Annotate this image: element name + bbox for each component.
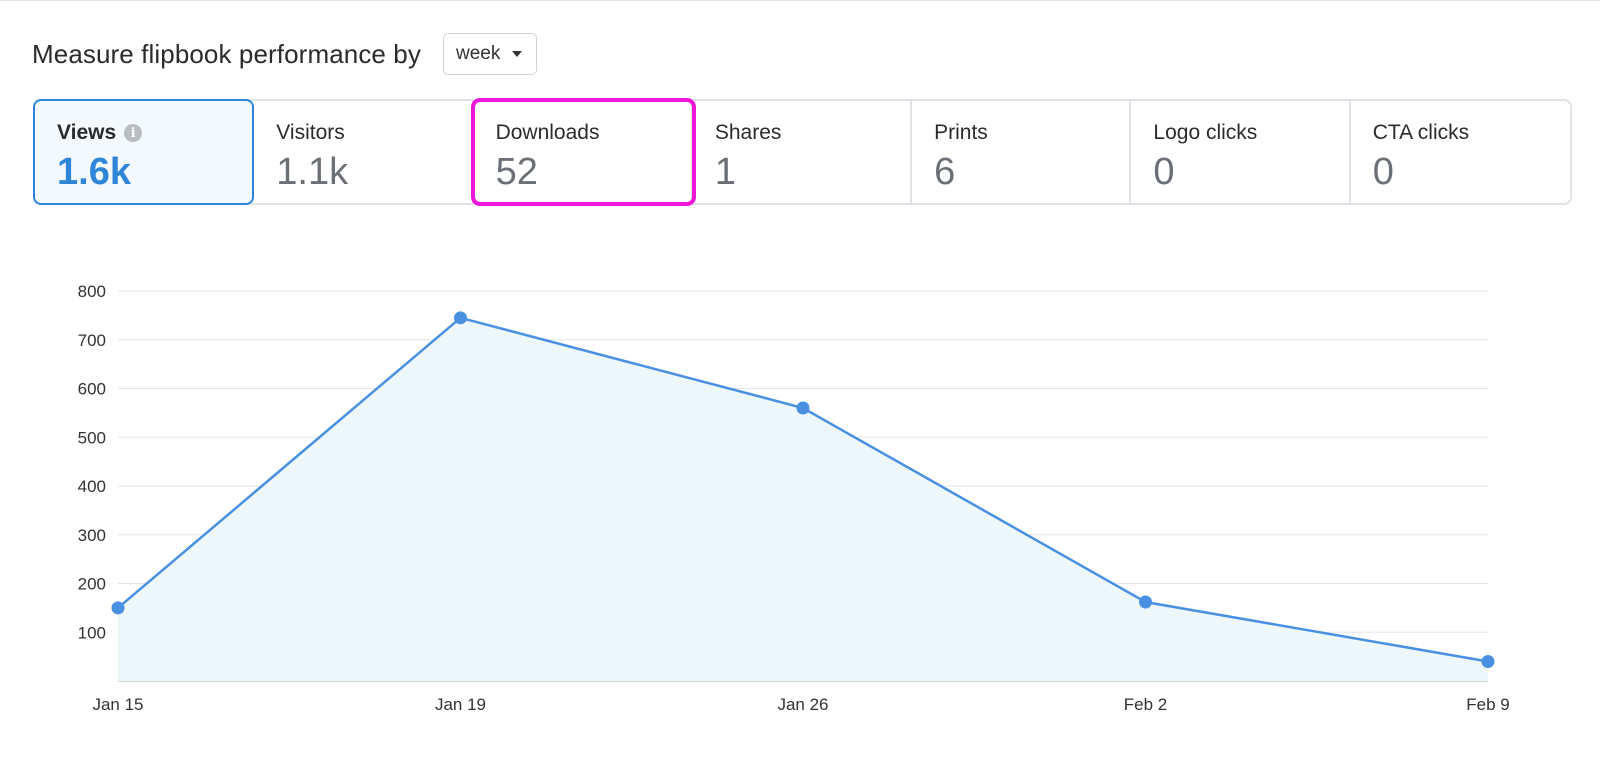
info-icon[interactable]: i <box>124 124 143 142</box>
x-tick-label: Jan 19 <box>435 695 486 714</box>
y-tick-label: 600 <box>78 380 106 399</box>
chart-series <box>111 311 1495 681</box>
page-title: Measure flipbook performance by <box>32 38 421 69</box>
metric-label: Logo clicks <box>1153 121 1258 144</box>
metric-tab-prints[interactable]: Prints 6 <box>912 101 1132 203</box>
y-tick-label: 800 <box>78 282 106 301</box>
metric-label: Prints <box>934 121 988 144</box>
x-tick-label: Jan 26 <box>777 695 828 714</box>
metric-tab-shares[interactable]: Shares 1 <box>693 101 913 203</box>
y-tick-label: 700 <box>78 331 106 350</box>
metric-label: Views <box>57 121 117 144</box>
period-select[interactable]: week <box>442 33 538 75</box>
caret-down-icon <box>512 51 523 57</box>
metric-value: 1 <box>714 151 736 193</box>
data-point[interactable] <box>1481 655 1495 668</box>
metric-value: 52 <box>495 151 538 193</box>
y-axis-labels: 100 200 300 400 500 600 700 800 <box>78 282 106 642</box>
metric-value: 0 <box>1372 151 1394 193</box>
data-point[interactable] <box>111 601 125 615</box>
metric-value: 1.1k <box>276 151 349 193</box>
x-tick-label: Feb 9 <box>1466 695 1509 714</box>
metric-tab-views[interactable]: Views i 1.6k <box>33 99 255 205</box>
x-tick-label: Jan 15 <box>92 695 143 714</box>
y-tick-label: 300 <box>78 526 106 545</box>
metric-tab-cta-clicks[interactable]: CTA clicks 0 <box>1351 101 1570 203</box>
y-tick-label: 200 <box>78 575 106 594</box>
x-axis-labels: Jan 15 Jan 19 Jan 26 Feb 2 Feb 9 <box>92 695 1509 714</box>
metric-label-wrap: Views i <box>57 121 252 145</box>
x-tick-label: Feb 2 <box>1124 695 1167 714</box>
metric-value: 6 <box>934 151 956 193</box>
performance-header: Measure flipbook performance by week <box>32 31 538 77</box>
y-tick-label: 400 <box>78 477 106 496</box>
metric-label: Downloads <box>495 121 600 144</box>
metrics-tabs: Views i 1.6k Visitors 1.1k Downloads 52 … <box>33 98 1572 206</box>
data-point[interactable] <box>796 401 810 415</box>
metric-tab-logo-clicks[interactable]: Logo clicks 0 <box>1131 101 1351 203</box>
y-tick-label: 500 <box>78 428 106 447</box>
metric-label: CTA clicks <box>1372 121 1470 144</box>
metric-tab-downloads[interactable]: Downloads 52 <box>470 98 696 206</box>
area-fill <box>118 317 1488 681</box>
y-tick-label: 100 <box>78 623 106 642</box>
period-select-value: week <box>455 43 501 64</box>
data-point[interactable] <box>1139 595 1152 609</box>
metric-value: 0 <box>1153 151 1175 193</box>
metric-label: Shares <box>714 121 782 144</box>
metric-value: 1.6k <box>57 151 131 193</box>
metric-label: Visitors <box>276 121 345 144</box>
metric-tab-visitors[interactable]: Visitors 1.1k <box>254 101 474 203</box>
data-point[interactable] <box>454 311 467 325</box>
